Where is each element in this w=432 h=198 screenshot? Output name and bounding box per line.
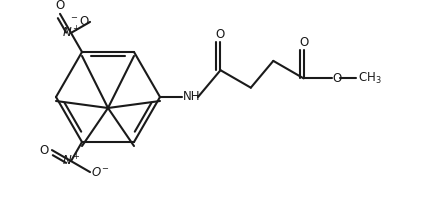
Text: O: O — [299, 36, 308, 49]
Text: O: O — [216, 28, 225, 41]
Text: $N$$^+$: $N$$^+$ — [62, 153, 80, 169]
Text: $N$$^+$: $N$$^+$ — [62, 25, 80, 41]
Text: NH: NH — [183, 90, 201, 104]
Text: CH$_3$: CH$_3$ — [358, 71, 381, 86]
Text: O: O — [39, 144, 48, 157]
Text: O: O — [55, 0, 65, 12]
Text: $^-$O: $^-$O — [70, 15, 91, 29]
Text: O: O — [332, 72, 341, 85]
Text: $O$$^-$: $O$$^-$ — [91, 166, 110, 179]
